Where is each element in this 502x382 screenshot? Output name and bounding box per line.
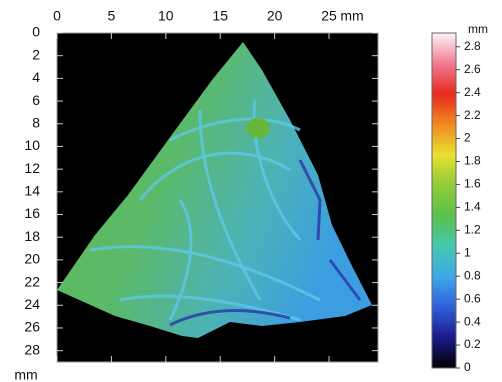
surface-spot (246, 118, 270, 138)
colorbar-tick-label: 2.8 (464, 39, 481, 53)
y-tick-label: 28 (24, 341, 40, 357)
y-tick-label: 12 (24, 160, 40, 176)
colorbar-tick-label: 1 (464, 245, 471, 259)
y-tick-label: 14 (24, 183, 40, 199)
x-tick-label: 0 (53, 8, 61, 24)
x-tick-label: 10 (158, 8, 174, 24)
colorbar-tick-label: 0.2 (464, 337, 481, 351)
y-tick-label: 6 (32, 92, 40, 108)
surface-grooves (169, 159, 362, 327)
sample-surface (57, 42, 372, 338)
colorbar-tick-label: 0 (464, 360, 471, 374)
y-tick-label: 18 (24, 228, 40, 244)
colorbar-tick-label: 2 (464, 131, 471, 145)
x-tick-label: 15 (212, 8, 228, 24)
x-tick-label: 20 (267, 8, 283, 24)
x-unit: mm (340, 8, 363, 24)
y-tick-label: 4 (32, 69, 40, 85)
colorbar-tick-label: 1.2 (464, 223, 481, 237)
colorbar-tick-label: 0.6 (464, 291, 481, 305)
colorbar-tick-label: 0.4 (464, 314, 481, 328)
y-unit: mm (14, 367, 37, 382)
x-tick-label: 5 (108, 8, 116, 24)
y-tick-label: 22 (24, 273, 40, 289)
colorbar-tick-label: 1.4 (464, 200, 481, 214)
colorbar-tick-label: 1.6 (464, 177, 481, 191)
colorbar-tick-label: 1.8 (464, 154, 481, 168)
colorbar-tick-label: 2.4 (464, 85, 481, 99)
colorbar (432, 33, 456, 368)
colorbar-tick-label: 2.6 (464, 62, 481, 76)
colorbar-tick-label: 0.8 (464, 268, 481, 282)
colorbar-frame (431, 32, 457, 369)
sample-shape (57, 42, 372, 338)
y-tick-label: 10 (24, 137, 40, 153)
colorbar-unit: mm (468, 22, 488, 36)
y-tick-label: 20 (24, 251, 40, 267)
y-tick-label: 2 (32, 46, 40, 62)
y-tick-label: 8 (32, 114, 40, 130)
axes-frame (56, 32, 379, 363)
x-tick-label: 25 (321, 8, 337, 24)
colorbar-tick-label: 2.2 (464, 108, 481, 122)
y-tick-label: 16 (24, 205, 40, 221)
y-tick-label: 24 (24, 296, 40, 312)
y-tick-label: 26 (24, 319, 40, 335)
y-tick-label: 0 (32, 24, 40, 40)
